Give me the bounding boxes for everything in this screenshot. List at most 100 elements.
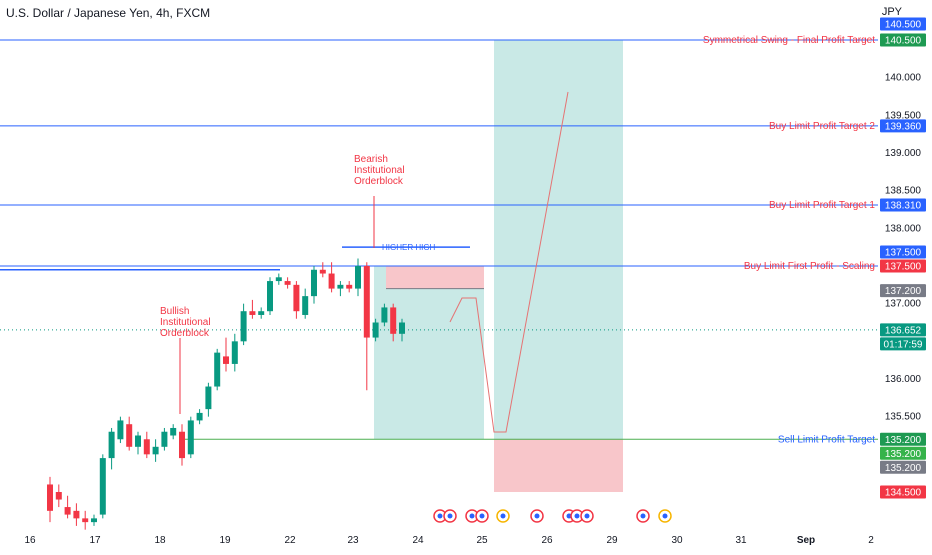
- candle-body-1: [55, 492, 62, 500]
- tag-139360-bg: [880, 119, 926, 133]
- event-icon-dot-0: [437, 513, 443, 519]
- stop-zone-upper: [386, 266, 484, 289]
- candle-body-40: [399, 322, 405, 334]
- candle-body-27: [284, 281, 291, 285]
- candle-body-26: [275, 277, 282, 282]
- candle-body-31: [319, 269, 326, 274]
- candle-body-0: [47, 484, 53, 511]
- candle-body-29: [302, 296, 309, 315]
- chart-title: U.S. Dollar / Japanese Yen, 4h, FXCM: [6, 6, 211, 20]
- candle-body-32: [328, 273, 335, 289]
- candle-body-35: [355, 266, 361, 289]
- tag-138310: 138.310: [885, 200, 922, 211]
- bullish-ob-label-0: Bullish: [160, 306, 189, 317]
- candle-body-22: [240, 311, 247, 342]
- currency-label: JPY: [881, 6, 902, 18]
- candle-body-9: [126, 424, 133, 447]
- bearish-ob-label-0: Bearish: [354, 154, 388, 165]
- tag-countdown-bg: [880, 337, 926, 351]
- candle-body-10: [135, 435, 141, 447]
- candle-body-37: [372, 322, 379, 338]
- projection-path: [449, 91, 569, 433]
- candle-body-33: [337, 284, 344, 289]
- x-tick-13: 2: [868, 535, 874, 546]
- tag-140500-b: 140.500: [885, 36, 922, 47]
- x-tick-0: 16: [24, 535, 36, 546]
- candle-body-12: [152, 446, 159, 455]
- candle-body-8: [117, 420, 124, 440]
- event-icon-dot-2: [469, 513, 475, 519]
- profit-zone: [494, 40, 623, 440]
- tag-138310-bg: [880, 198, 926, 212]
- candle-body-38: [381, 307, 388, 323]
- candle-body-34: [346, 284, 353, 289]
- candle-body-6: [99, 458, 106, 515]
- tag-140500-b-bg: [880, 33, 926, 47]
- event-icon-dot-9: [640, 513, 646, 519]
- x-tick-9: 29: [606, 535, 618, 546]
- higher-high-label: HIGHER HIGH: [382, 243, 436, 252]
- x-tick-11: 31: [735, 535, 747, 546]
- tag-134500: 134.500: [885, 488, 922, 499]
- tag-139360: 139.360: [885, 121, 922, 132]
- y-tick-2: 136.000: [885, 374, 922, 385]
- tag-140500-a: 140.500: [885, 20, 922, 31]
- candle-body-24: [258, 311, 265, 315]
- tag-137500-b: 137.500: [885, 262, 922, 273]
- stop-zone-lower: [494, 439, 623, 492]
- candle-body-7: [108, 431, 115, 459]
- tag-135200-a: 135.200: [885, 435, 922, 446]
- tag-135200-b: 135.200: [885, 449, 922, 460]
- y-tick-4: 137.000: [885, 299, 922, 310]
- x-tick-6: 24: [412, 535, 424, 546]
- x-tick-4: 22: [284, 535, 296, 546]
- long-position-zone: [374, 266, 484, 440]
- level-label-3: Buy Limit First Profit - Scaling: [744, 261, 875, 272]
- candle-body-14: [170, 427, 177, 436]
- candle-body-23: [249, 311, 256, 315]
- y-tick-6: 138.000: [885, 223, 922, 234]
- x-tick-12: Sep: [797, 535, 815, 546]
- x-tick-1: 17: [89, 535, 101, 546]
- y-tick-7: 138.500: [885, 186, 922, 197]
- x-tick-8: 26: [541, 535, 553, 546]
- tag-135200-c-bg: [880, 460, 926, 474]
- candle-body-28: [293, 284, 300, 312]
- tag-137500-b-bg: [880, 259, 926, 273]
- candle-body-13: [161, 431, 168, 447]
- y-tick-9: 139.500: [885, 110, 922, 121]
- event-icon-dot-5: [534, 513, 540, 519]
- tag-134500-bg: [880, 485, 926, 499]
- event-icon-dot-1: [447, 513, 453, 519]
- candle-body-11: [143, 439, 150, 455]
- tag-current-price: 136.652: [885, 325, 922, 336]
- tag-140500-a-bg: [880, 17, 926, 31]
- tag-137200-bg: [880, 284, 926, 298]
- level-label-1: Buy Limit Profit Target 2: [769, 121, 875, 132]
- level-label-0: Symmetrical Swing - Final Profit Target: [703, 35, 875, 46]
- event-icon-dot-8: [584, 513, 590, 519]
- level-label-4: Sell Limit Profit Target: [778, 434, 875, 445]
- candle-body-5: [91, 518, 97, 523]
- tag-137500-a-bg: [880, 245, 926, 259]
- candle-body-4: [82, 518, 89, 523]
- x-tick-3: 19: [219, 535, 231, 546]
- candle-body-15: [179, 431, 185, 459]
- event-icon-dot-3: [479, 513, 485, 519]
- candle-body-30: [311, 269, 317, 297]
- y-tick-8: 139.000: [885, 148, 922, 159]
- candle-body-19: [214, 352, 221, 387]
- candle-body-21: [231, 341, 238, 364]
- event-icon-dot-6: [566, 513, 572, 519]
- bearish-ob-label-2: Orderblock: [354, 176, 404, 187]
- candle-body-3: [73, 510, 80, 519]
- tag-135200-a-bg: [880, 432, 926, 446]
- y-tick-1: 135.500: [885, 412, 922, 423]
- x-tick-5: 23: [347, 535, 359, 546]
- event-icon-dot-7: [574, 513, 580, 519]
- candle-body-39: [390, 307, 397, 334]
- tag-countdown: 01:17:59: [884, 339, 923, 350]
- candle-body-2: [64, 507, 71, 515]
